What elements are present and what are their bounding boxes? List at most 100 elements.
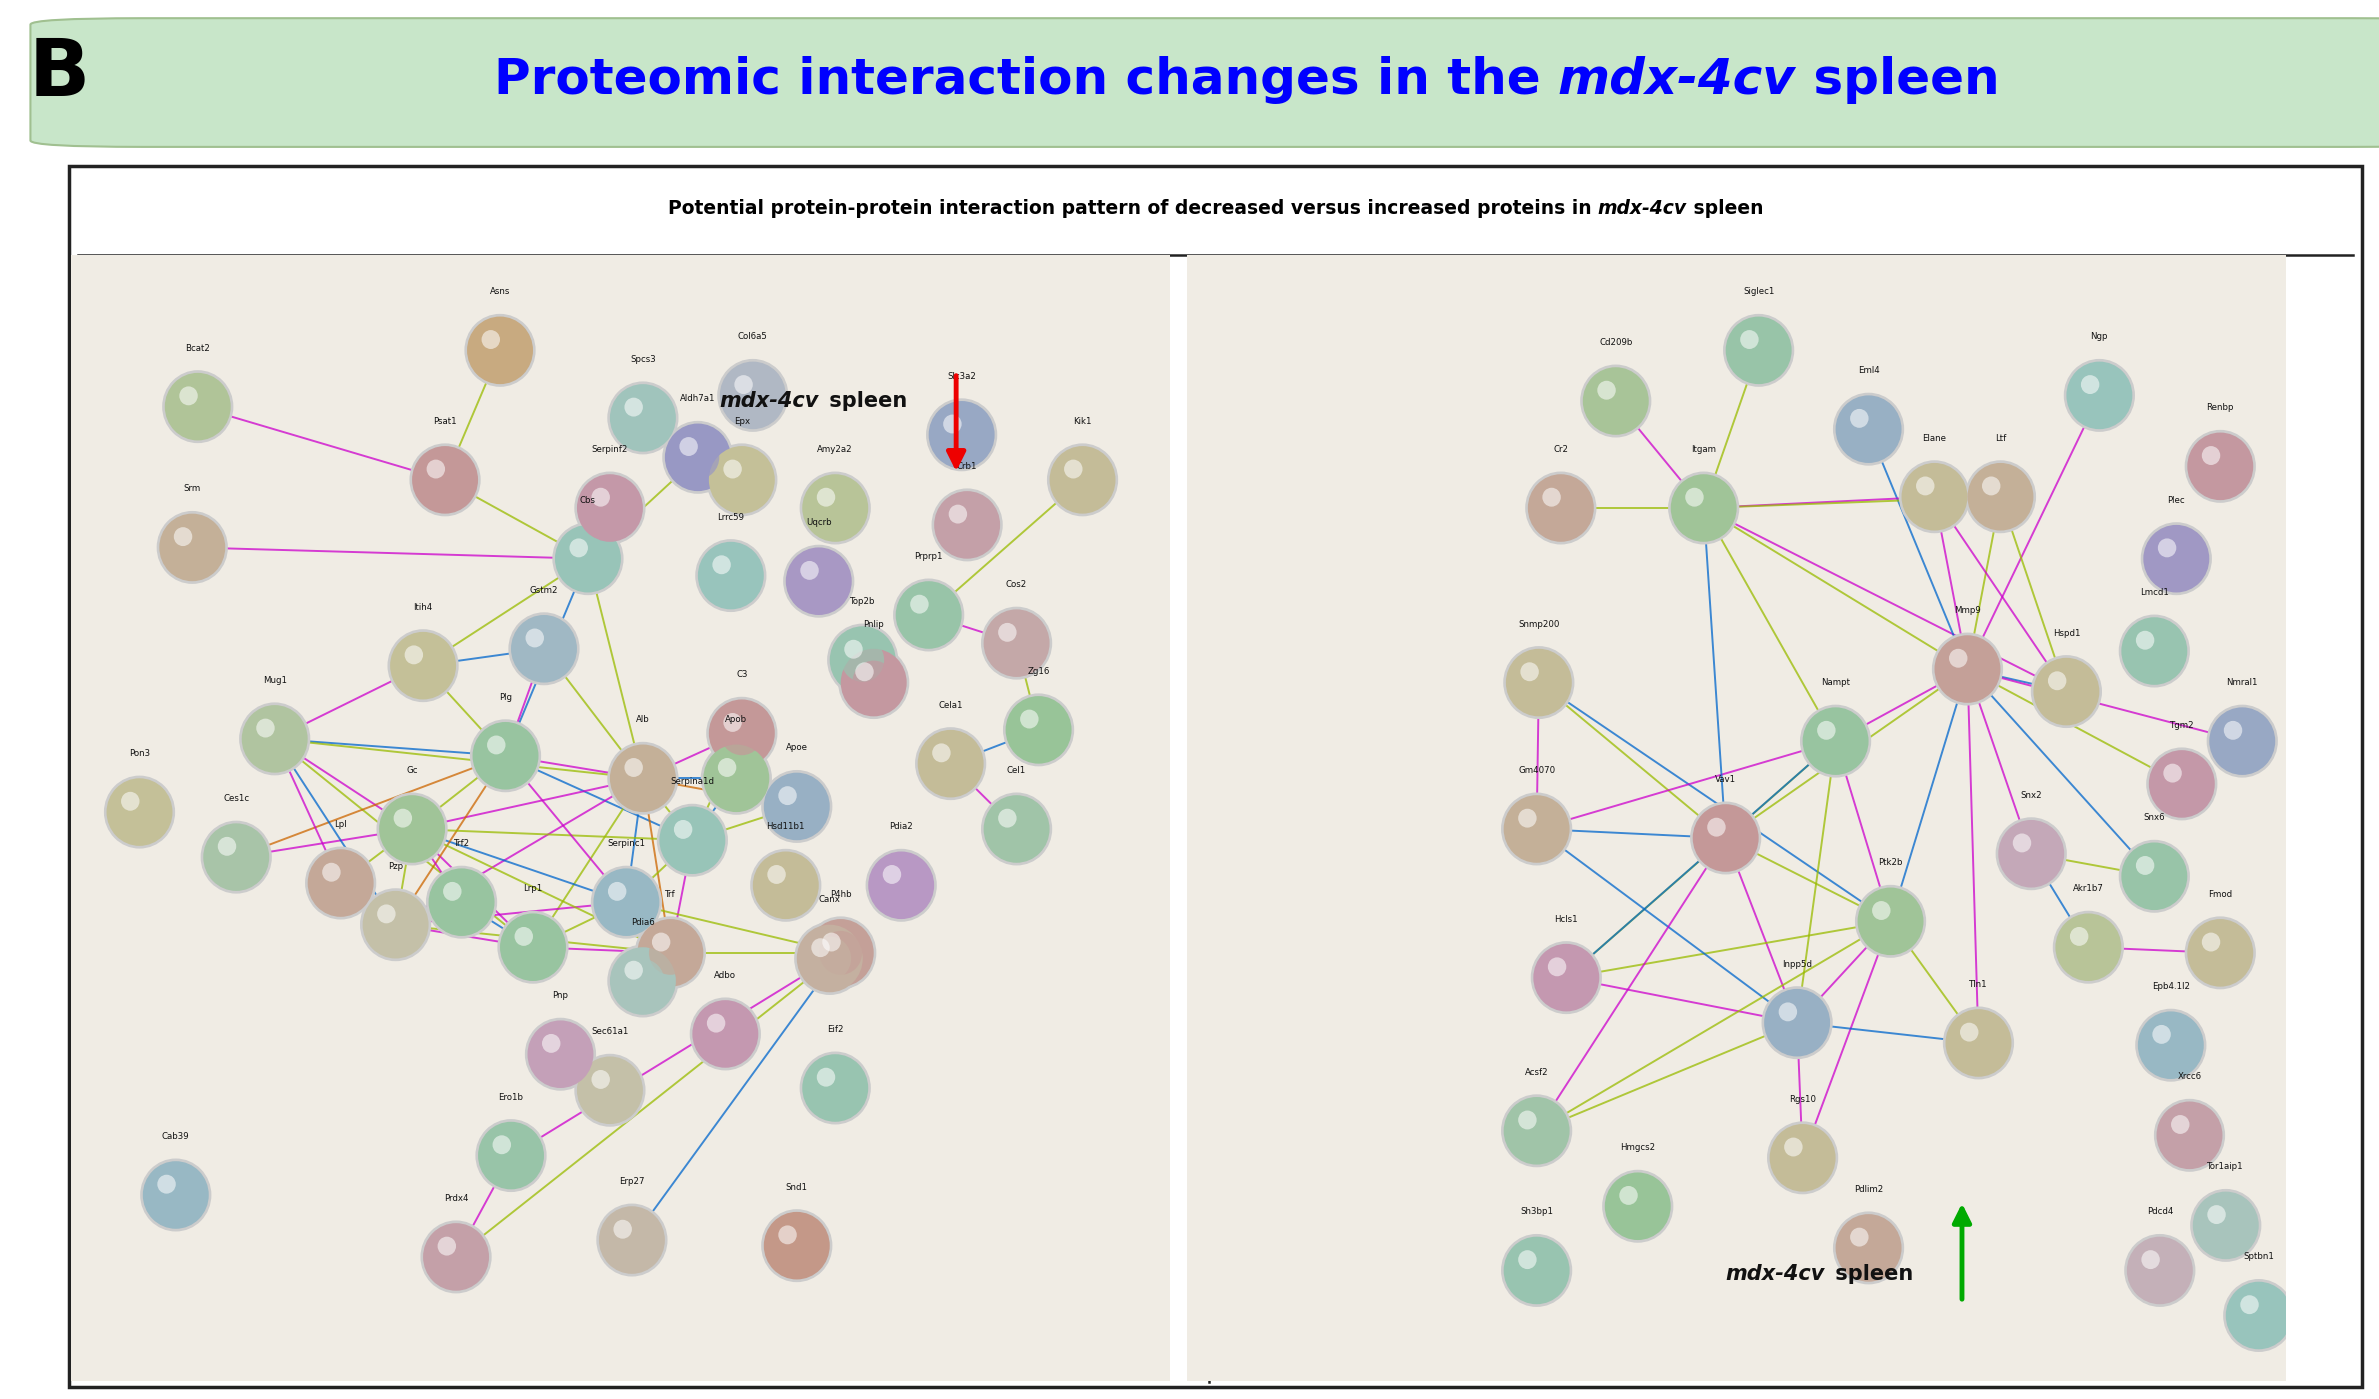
Circle shape xyxy=(569,539,588,557)
Circle shape xyxy=(2236,1294,2279,1337)
Circle shape xyxy=(2127,1237,2193,1304)
Text: Ces1c: Ces1c xyxy=(224,795,250,803)
Text: Hmgcs2: Hmgcs2 xyxy=(1620,1143,1656,1153)
Text: spleen: spleen xyxy=(1827,1263,1913,1284)
Text: P4hb: P4hb xyxy=(830,890,852,898)
Circle shape xyxy=(2063,360,2134,432)
Circle shape xyxy=(2208,705,2277,778)
Circle shape xyxy=(1846,407,1889,450)
Circle shape xyxy=(1670,474,1737,541)
Circle shape xyxy=(1779,1003,1796,1021)
Text: spleen: spleen xyxy=(1687,200,1763,218)
Circle shape xyxy=(592,1070,609,1088)
Text: Zg16: Zg16 xyxy=(1028,667,1049,676)
Text: Pdia2: Pdia2 xyxy=(890,823,914,831)
Circle shape xyxy=(393,809,412,828)
Text: Cab39: Cab39 xyxy=(162,1132,190,1142)
Circle shape xyxy=(1856,884,1927,958)
Text: Snx2: Snx2 xyxy=(2020,790,2041,800)
Circle shape xyxy=(657,804,728,877)
Circle shape xyxy=(638,919,704,986)
Circle shape xyxy=(704,1011,747,1056)
Circle shape xyxy=(711,555,730,574)
Circle shape xyxy=(799,1052,871,1125)
Circle shape xyxy=(811,939,830,957)
Circle shape xyxy=(785,547,852,616)
Circle shape xyxy=(1934,635,2001,702)
Text: Top2b: Top2b xyxy=(849,597,875,606)
Text: Plg: Plg xyxy=(500,693,511,702)
Circle shape xyxy=(609,947,676,1014)
Text: Cd209b: Cd209b xyxy=(1599,339,1632,347)
Circle shape xyxy=(321,863,340,881)
Circle shape xyxy=(2136,1009,2205,1081)
Circle shape xyxy=(906,593,949,637)
Circle shape xyxy=(588,485,630,530)
Circle shape xyxy=(661,421,733,494)
Circle shape xyxy=(1782,1136,1825,1179)
Circle shape xyxy=(1549,957,1565,977)
Circle shape xyxy=(1739,330,1758,348)
Circle shape xyxy=(528,1020,592,1088)
Circle shape xyxy=(2210,708,2274,775)
Circle shape xyxy=(778,1226,797,1244)
Circle shape xyxy=(2222,1279,2293,1351)
Circle shape xyxy=(2153,1025,2170,1044)
Circle shape xyxy=(164,374,231,441)
Text: Hcls1: Hcls1 xyxy=(1553,915,1577,923)
Circle shape xyxy=(2010,832,2053,876)
Circle shape xyxy=(635,916,707,989)
Circle shape xyxy=(1018,708,1061,751)
Circle shape xyxy=(845,639,864,659)
Circle shape xyxy=(252,716,295,761)
Circle shape xyxy=(697,541,764,610)
Circle shape xyxy=(842,638,885,681)
Circle shape xyxy=(2082,375,2098,395)
Circle shape xyxy=(362,891,428,958)
Circle shape xyxy=(671,818,714,862)
Text: Col6a5: Col6a5 xyxy=(737,333,768,341)
Circle shape xyxy=(721,457,764,502)
Circle shape xyxy=(664,424,730,491)
Text: Ngp: Ngp xyxy=(2091,333,2108,341)
Circle shape xyxy=(1784,1137,1803,1157)
Circle shape xyxy=(709,554,752,597)
Circle shape xyxy=(171,526,214,569)
Circle shape xyxy=(1615,1185,1658,1228)
Circle shape xyxy=(578,1056,642,1123)
Circle shape xyxy=(540,1032,583,1076)
Text: Lrp1: Lrp1 xyxy=(523,884,542,893)
Circle shape xyxy=(652,933,671,951)
Circle shape xyxy=(478,1122,545,1189)
Circle shape xyxy=(2134,855,2177,898)
Circle shape xyxy=(1004,694,1075,767)
Circle shape xyxy=(478,329,521,372)
Circle shape xyxy=(1870,900,1913,943)
Circle shape xyxy=(1506,649,1573,716)
Circle shape xyxy=(2184,916,2255,989)
Text: Lrrc59: Lrrc59 xyxy=(718,512,745,522)
Circle shape xyxy=(2055,914,2122,981)
Circle shape xyxy=(2203,933,2220,951)
Circle shape xyxy=(1582,367,1649,435)
Circle shape xyxy=(409,443,481,516)
Circle shape xyxy=(2077,374,2120,417)
Circle shape xyxy=(716,757,759,800)
Circle shape xyxy=(1601,1170,1672,1242)
Circle shape xyxy=(933,488,1002,561)
Text: Fmod: Fmod xyxy=(2208,890,2232,898)
Circle shape xyxy=(107,778,174,846)
Circle shape xyxy=(1832,1212,1903,1284)
Circle shape xyxy=(2120,614,2191,687)
Circle shape xyxy=(464,313,535,388)
Text: Cr2: Cr2 xyxy=(1553,445,1568,453)
Circle shape xyxy=(764,863,806,907)
Text: Erp27: Erp27 xyxy=(619,1177,645,1186)
Circle shape xyxy=(155,1172,197,1217)
Circle shape xyxy=(2205,1203,2248,1248)
Circle shape xyxy=(600,1206,664,1274)
Circle shape xyxy=(1501,1234,1573,1307)
Text: Snmp200: Snmp200 xyxy=(1518,620,1561,628)
Text: Snx6: Snx6 xyxy=(2143,813,2165,823)
Circle shape xyxy=(1527,474,1594,541)
